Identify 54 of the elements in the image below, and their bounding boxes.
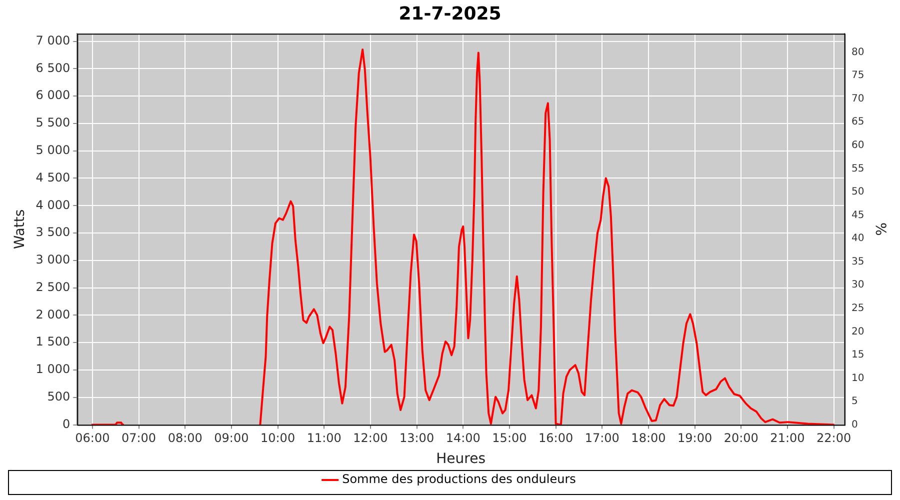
legend-label: Somme des productions des onduleurs — [342, 472, 576, 486]
x-tick-label: 11:00 — [306, 431, 342, 446]
y-tick-label: 2 500 — [36, 280, 70, 294]
y-tick-label: 1 500 — [36, 334, 70, 349]
y-tick-label: 5 000 — [36, 142, 70, 157]
x-tick-label: 22:00 — [816, 431, 852, 446]
y-tick-label: 7 000 — [36, 33, 70, 48]
x-tick-label: 17:00 — [584, 431, 620, 446]
x-tick-label: 07:00 — [121, 431, 156, 446]
y2-tick-label: 20 — [851, 326, 864, 338]
y2-tick-label: 65 — [851, 116, 864, 128]
y-axis-title: Watts — [12, 209, 28, 250]
y2-tick-label: 75 — [851, 70, 864, 82]
y2-tick-label: 40 — [851, 233, 864, 244]
x-tick-label: 19:00 — [678, 431, 712, 446]
y-tick-label: 500 — [47, 390, 70, 404]
y2-tick-label: 80 — [851, 46, 864, 58]
x-tick-label: 10:00 — [260, 431, 296, 446]
y2-tick-label: 10 — [851, 372, 864, 384]
chart-title: 21-7-2025 — [398, 3, 502, 24]
y2-tick-label: 60 — [851, 140, 864, 151]
y-tick-label: 4 000 — [36, 198, 70, 212]
y-tick-label: 0 — [62, 416, 70, 431]
x-tick-label: 15:00 — [492, 431, 527, 446]
y-tick-label: 3 500 — [36, 225, 70, 240]
y-tick-label: 4 500 — [36, 170, 70, 184]
y-tick-label: 6 000 — [36, 88, 70, 102]
x-axis-title: Heures — [436, 451, 486, 468]
y-tick-label: 5 500 — [36, 116, 70, 130]
y2-tick-label: 35 — [851, 256, 864, 268]
x-tick-label: 06:00 — [75, 431, 110, 446]
x-tick-label: 21:00 — [770, 431, 805, 446]
y-tick-label: 6 500 — [36, 60, 70, 75]
y2-tick-label: 50 — [851, 186, 864, 198]
y2-tick-label: 70 — [851, 93, 864, 104]
y2-axis-title: % — [872, 222, 888, 236]
x-tick-label: 13:00 — [400, 431, 434, 446]
x-tick-label: 14:00 — [446, 431, 480, 446]
y2-tick-label: 5 — [851, 396, 858, 408]
y2-tick-label: 0 — [851, 419, 858, 430]
y2-tick-label: 15 — [851, 350, 864, 361]
x-tick-label: 20:00 — [724, 431, 758, 446]
y2-tick-label: 45 — [851, 210, 864, 221]
y-tick-label: 3 000 — [36, 252, 70, 267]
x-tick-label: 09:00 — [214, 431, 249, 446]
x-tick-label: 08:00 — [168, 431, 202, 446]
x-tick-label: 16:00 — [538, 431, 574, 446]
y-tick-label: 1 000 — [36, 362, 70, 376]
y-tick-label: 2 000 — [36, 307, 70, 322]
y2-tick-label: 55 — [851, 163, 864, 174]
y2-tick-label: 30 — [851, 280, 864, 291]
y2-tick-label: 25 — [851, 302, 864, 314]
x-tick-label: 12:00 — [353, 431, 388, 446]
x-tick-label: 18:00 — [631, 431, 666, 446]
